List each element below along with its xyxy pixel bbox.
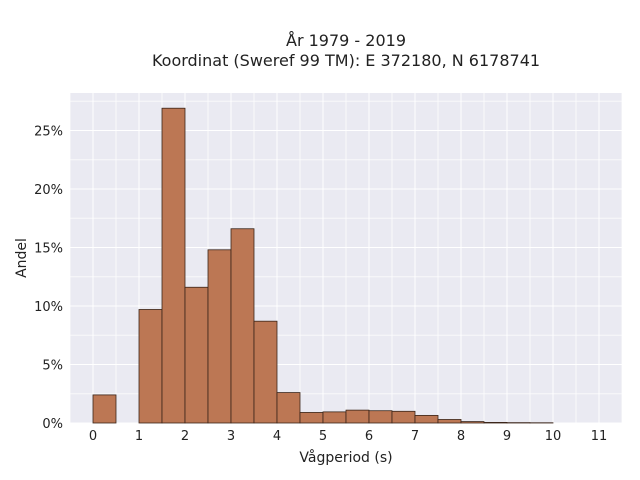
x-tick-label: 7 — [411, 429, 419, 444]
histogram-bar — [253, 320, 278, 424]
y-tick-label: 15% — [34, 241, 63, 256]
histogram-bar — [368, 410, 393, 424]
x-tick-label: 10 — [545, 429, 562, 444]
histogram-bar — [414, 414, 439, 424]
histogram-bar — [276, 392, 301, 424]
x-tick-label: 1 — [135, 429, 143, 444]
histogram-bar — [437, 419, 462, 424]
histogram-bar — [483, 422, 508, 424]
y-tick-label: 20% — [34, 183, 63, 198]
histogram-bar — [345, 409, 370, 424]
y-tick-label: 10% — [34, 300, 63, 315]
x-axis-ticks: 0 1 2 3 4 5 6 7 8 9 10 11 — [89, 429, 607, 444]
histogram-bar — [391, 410, 416, 424]
chart-title-line-1: År 1979 - 2019 — [286, 31, 406, 50]
x-tick-label: 2 — [181, 429, 189, 444]
x-tick-label: 5 — [319, 429, 327, 444]
y-axis-label: Andel — [14, 238, 30, 278]
x-tick-label: 8 — [457, 429, 465, 444]
y-tick-label: 25% — [34, 124, 63, 139]
histogram-bar — [184, 286, 209, 424]
histogram-bar — [207, 249, 232, 424]
y-tick-label: 0% — [42, 417, 63, 432]
x-tick-label: 3 — [227, 429, 235, 444]
y-tick-label: 5% — [42, 358, 63, 373]
histogram-bar — [92, 394, 117, 424]
histogram-bar — [299, 412, 324, 424]
x-tick-label: 9 — [503, 429, 511, 444]
chart-title-line-2: Koordinat (Sweref 99 TM): E 372180, N 61… — [152, 51, 540, 70]
bars — [92, 107, 554, 424]
histogram-bar — [161, 107, 186, 424]
x-tick-label: 0 — [89, 429, 97, 444]
y-axis-ticks: 0% 5% 10% 15% 20% 25% — [34, 124, 63, 432]
histogram-bar — [322, 411, 347, 424]
x-tick-label: 11 — [591, 429, 608, 444]
x-axis-label: Vågperiod (s) — [299, 449, 392, 466]
histogram-bar — [230, 228, 255, 424]
histogram-bar — [460, 421, 485, 424]
histogram-bar — [138, 309, 163, 424]
x-tick-label: 6 — [365, 429, 373, 444]
x-tick-label: 4 — [273, 429, 281, 444]
